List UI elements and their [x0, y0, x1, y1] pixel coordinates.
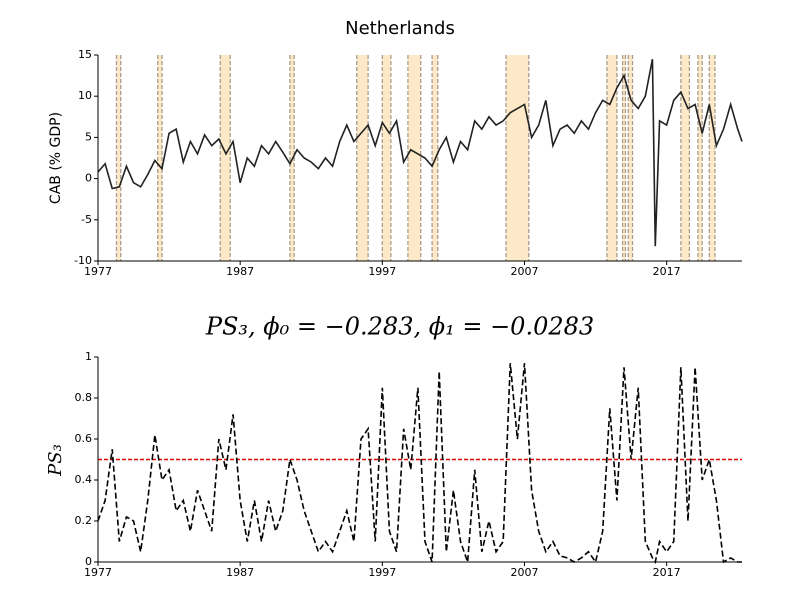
x-tick-label: 2017	[653, 566, 681, 579]
x-tick-label: 1987	[226, 265, 254, 278]
data-line	[97, 363, 742, 564]
shaded-period	[506, 55, 529, 261]
shaded-period	[680, 55, 690, 261]
y-tick-label: 5	[85, 130, 92, 143]
shaded-period	[606, 55, 617, 261]
y-axis-label: PS₃	[45, 444, 66, 477]
y-tick-label: 1	[85, 350, 92, 363]
shaded-period	[157, 55, 162, 261]
x-tick-label: 2017	[653, 265, 681, 278]
y-tick-label: 0.8	[75, 391, 93, 404]
y-tick-label: 0.2	[75, 514, 93, 527]
y-tick-label: 0.6	[75, 432, 93, 445]
data-line	[97, 58, 743, 247]
y-tick-label: 0	[85, 555, 92, 568]
shaded-period	[697, 55, 703, 261]
shaded-period	[407, 55, 421, 261]
x-tick-label: 1977	[84, 566, 112, 579]
y-tick-label: 0.4	[75, 473, 93, 486]
shaded-period	[709, 55, 715, 261]
x-tick-label: 1997	[368, 265, 396, 278]
shaded-period	[356, 55, 369, 261]
y-tick-label: 15	[78, 48, 92, 61]
x-tick-label: 2007	[510, 566, 538, 579]
x-tick-label: 1987	[226, 566, 254, 579]
y-tick-label: 10	[78, 89, 92, 102]
shaded-period	[622, 55, 626, 261]
shaded-period	[116, 55, 121, 261]
y-tick-label: -5	[81, 213, 92, 226]
x-tick-label: 1997	[368, 566, 396, 579]
shaded-period	[220, 55, 231, 261]
shaded-period	[628, 55, 633, 261]
x-tick-label: 2007	[510, 265, 538, 278]
x-tick-label: 1977	[84, 265, 112, 278]
chart-title: Netherlands	[345, 18, 455, 39]
shaded-period	[382, 55, 391, 261]
y-tick-label: 0	[85, 172, 92, 185]
y-tick-label: -10	[74, 254, 92, 267]
y-axis-label: CAB (% GDP)	[48, 112, 64, 204]
chart-title: PS₃, ϕ₀ = −0.283, ϕ₁ = −0.0283	[205, 313, 594, 341]
